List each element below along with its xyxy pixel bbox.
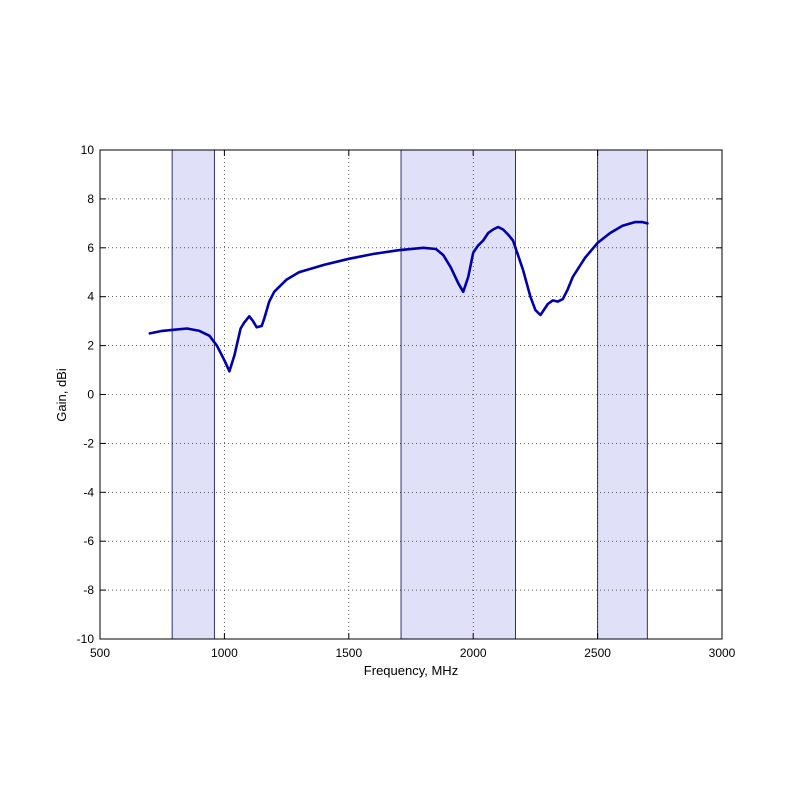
y-axis-label: Gain, dBi	[54, 368, 69, 422]
band-1	[400, 149, 516, 640]
y-tick-label-4: -2	[83, 436, 94, 450]
x-tick-label-3: 2000	[460, 646, 487, 660]
y-tick-label-0: -10	[77, 632, 95, 646]
x-tick-label-5: 3000	[709, 646, 736, 660]
series-layer	[148, 220, 649, 373]
y-tick-label-7: 4	[87, 290, 94, 304]
y-tick-label-9: 8	[87, 192, 94, 206]
gain-series-line-0	[148, 220, 649, 373]
band-0	[171, 149, 215, 640]
y-tick-labels: -10 -8 -6 -4 -2 0 2 4 6 8 10	[77, 143, 95, 646]
x-tick-labels: 500 1000 1500 2000 2500 3000	[90, 646, 736, 660]
x-axis-label: Frequency, MHz	[364, 663, 458, 678]
y-tick-label-1: -8	[83, 583, 94, 597]
x-tick-label-0: 500	[90, 646, 110, 660]
y-tick-label-8: 6	[87, 241, 94, 255]
y-tick-label-3: -4	[83, 485, 94, 499]
y-tick-label-5: 0	[87, 388, 94, 402]
y-tick-label-6: 2	[87, 339, 94, 353]
y-tick-label-2: -6	[83, 534, 94, 548]
x-tick-label-2: 1500	[335, 646, 362, 660]
x-tick-label-1: 1000	[211, 646, 238, 660]
x-tick-label-4: 2500	[584, 646, 611, 660]
band-2	[597, 149, 648, 640]
y-tick-label-10: 10	[81, 143, 95, 157]
grid-lines	[100, 150, 722, 639]
axis-ticks	[99, 149, 723, 640]
